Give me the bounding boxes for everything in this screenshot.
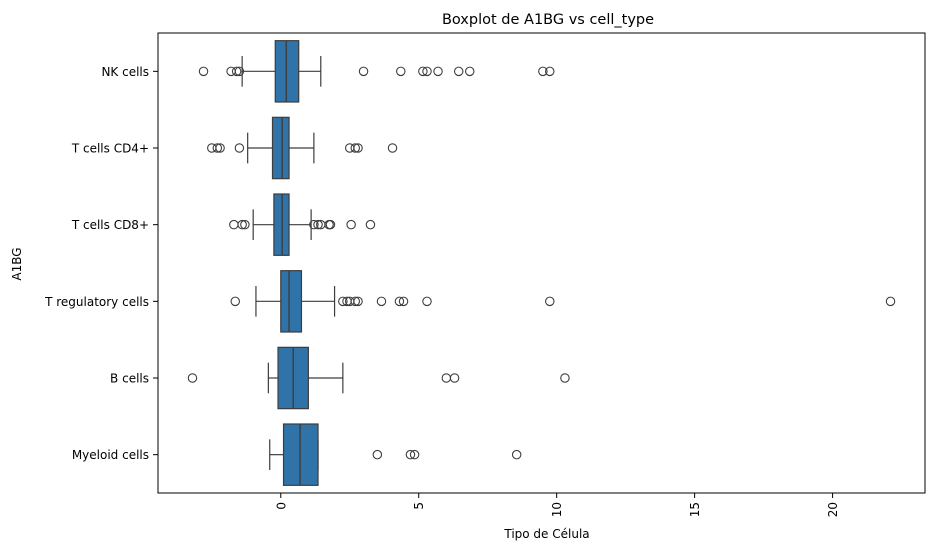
- outlier-point: [309, 219, 319, 230]
- outlier-point: [396, 66, 406, 77]
- outlier-point: [387, 143, 398, 153]
- outlier-point: [511, 449, 522, 460]
- outlier-point: [237, 219, 247, 230]
- y-tick-label: Myeloid cells: [72, 448, 149, 462]
- y-axis-label: A1BG: [10, 247, 24, 280]
- outlier-point: [409, 449, 420, 460]
- outlier-point: [187, 373, 198, 383]
- outlier-point: [346, 219, 356, 230]
- outlier-point: [405, 449, 416, 460]
- outlier-point: [422, 296, 432, 307]
- box-group: [269, 423, 522, 486]
- box-group: [229, 193, 376, 256]
- x-axis-label: Tipo de Célula: [503, 527, 589, 541]
- y-tick-label: T regulatory cells: [44, 295, 149, 309]
- x-tick-label: 5: [412, 502, 426, 510]
- x-tick-label: 15: [688, 502, 702, 517]
- x-tick-label: 20: [826, 502, 840, 517]
- outlier-point: [215, 143, 225, 153]
- outlier-point: [422, 66, 432, 77]
- outlier-point: [231, 66, 242, 77]
- outlier-point: [234, 66, 245, 77]
- outlier-point: [313, 219, 323, 230]
- outlier-point: [394, 296, 405, 307]
- outlier-point: [441, 373, 452, 383]
- outlier-point: [229, 219, 239, 230]
- outlier-point: [885, 296, 896, 307]
- outlier-point: [465, 66, 475, 77]
- outlier-point: [538, 66, 548, 77]
- outlier-point: [376, 296, 387, 307]
- outlier-point: [418, 66, 428, 77]
- outlier-point: [358, 66, 369, 77]
- box-iqr: [271, 116, 290, 180]
- box-iqr: [280, 270, 303, 333]
- box-group: [207, 116, 398, 180]
- outlier-point: [433, 66, 443, 77]
- boxes-layer: [187, 40, 896, 486]
- y-tick-label: T cells CD8+: [71, 218, 149, 232]
- outlier-point: [453, 66, 464, 77]
- outlier-point: [372, 449, 383, 460]
- box-group: [198, 40, 555, 103]
- outlier-point: [560, 373, 570, 383]
- outlier-point: [398, 296, 409, 307]
- outlier-point: [350, 296, 361, 307]
- outlier-point: [325, 219, 336, 230]
- outlier-point: [230, 296, 241, 307]
- x-axis: 0 5 10 15 20: [274, 493, 840, 517]
- chart-title: Boxplot de A1BG vs cell_type: [442, 12, 654, 28]
- x-tick-label: 0: [274, 502, 288, 510]
- outlier-point: [212, 143, 223, 153]
- outlier-point: [545, 296, 555, 307]
- y-axis: NK cells T cells CD4+ T cells CD8+ T regula…: [44, 65, 158, 462]
- y-tick-label: T cells CD4+: [71, 142, 149, 156]
- outlier-point: [545, 66, 555, 77]
- y-tick-label: NK cells: [101, 65, 149, 79]
- x-tick-label: 10: [550, 502, 564, 517]
- outlier-point: [365, 219, 376, 230]
- box-group: [187, 346, 570, 410]
- plot-frame: [157, 32, 926, 494]
- outlier-point: [234, 143, 245, 153]
- outlier-point: [449, 373, 460, 383]
- outlier-point: [338, 296, 348, 307]
- outlier-point: [198, 66, 209, 77]
- outlier-point: [353, 296, 363, 307]
- y-tick-label: B cells: [110, 372, 149, 386]
- outlier-point: [240, 219, 250, 230]
- outlier-point: [353, 143, 363, 153]
- outlier-point: [350, 143, 361, 153]
- box-group: [230, 270, 896, 333]
